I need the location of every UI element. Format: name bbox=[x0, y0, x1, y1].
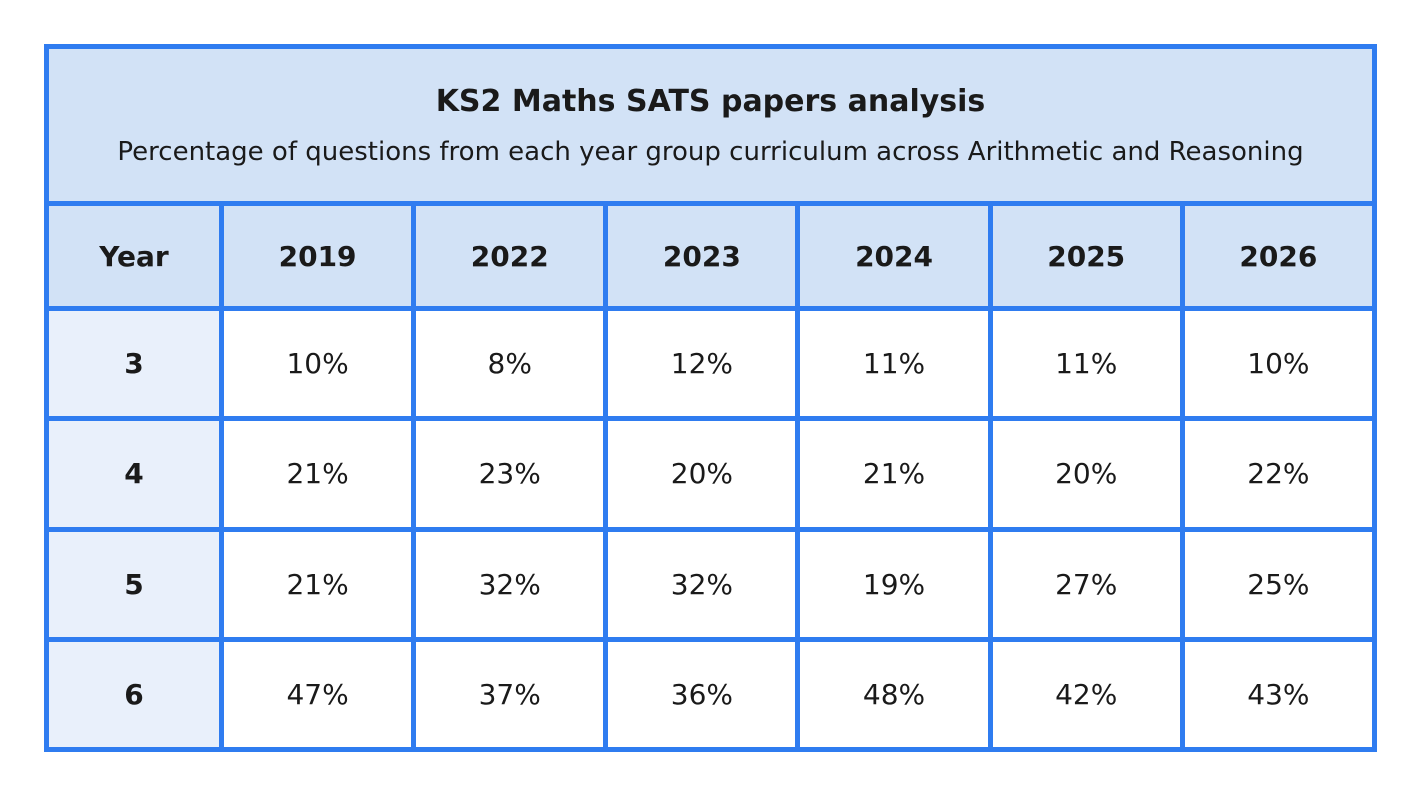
table-row: 4 21% 23% 20% 21% 20% 22% bbox=[44, 416, 1378, 532]
column-header: 2022 bbox=[411, 201, 609, 311]
percentage-cell: 20% bbox=[987, 416, 1185, 532]
percentage-cell: 11% bbox=[987, 305, 1185, 422]
percentage-cell: 10% bbox=[218, 305, 417, 422]
sats-analysis-table: KS2 Maths SATS papers analysis Percentag… bbox=[44, 44, 1378, 753]
table-row: 5 21% 32% 32% 19% 27% 25% bbox=[44, 526, 1378, 642]
column-header: 2026 bbox=[1179, 201, 1378, 311]
percentage-cell: 48% bbox=[795, 636, 993, 753]
year-cell: 4 bbox=[44, 416, 224, 532]
year-cell: 6 bbox=[44, 636, 224, 753]
percentage-cell: 19% bbox=[795, 526, 993, 642]
year-cell: 3 bbox=[44, 305, 224, 422]
percentage-cell: 21% bbox=[218, 416, 417, 532]
table-subtitle: Percentage of questions from each year g… bbox=[117, 136, 1304, 167]
column-header-row: Year 2019 2022 2023 2024 2025 2026 bbox=[44, 201, 1378, 311]
percentage-cell: 32% bbox=[411, 526, 609, 642]
column-header: 2024 bbox=[795, 201, 993, 311]
percentage-cell: 32% bbox=[603, 526, 801, 642]
column-header: 2025 bbox=[987, 201, 1185, 311]
percentage-cell: 8% bbox=[411, 305, 609, 422]
year-cell: 5 bbox=[44, 526, 224, 642]
percentage-cell: 20% bbox=[603, 416, 801, 532]
column-header-year: Year bbox=[44, 201, 224, 311]
percentage-cell: 11% bbox=[795, 305, 993, 422]
percentage-cell: 23% bbox=[411, 416, 609, 532]
percentage-cell: 36% bbox=[603, 636, 801, 753]
percentage-cell: 22% bbox=[1179, 416, 1378, 532]
percentage-cell: 10% bbox=[1179, 305, 1378, 422]
percentage-cell: 25% bbox=[1179, 526, 1378, 642]
table-title: KS2 Maths SATS papers analysis bbox=[435, 83, 986, 119]
percentage-cell: 27% bbox=[987, 526, 1185, 642]
percentage-cell: 37% bbox=[411, 636, 609, 753]
column-header: 2019 bbox=[218, 201, 417, 311]
percentage-cell: 42% bbox=[987, 636, 1185, 753]
column-header: 2023 bbox=[603, 201, 801, 311]
percentage-cell: 21% bbox=[218, 526, 417, 642]
percentage-cell: 12% bbox=[603, 305, 801, 422]
percentage-cell: 47% bbox=[218, 636, 417, 753]
table-row: 6 47% 37% 36% 48% 42% 43% bbox=[44, 636, 1378, 753]
percentage-cell: 43% bbox=[1179, 636, 1378, 753]
percentage-cell: 21% bbox=[795, 416, 993, 532]
table-title-block: KS2 Maths SATS papers analysis Percentag… bbox=[44, 44, 1377, 206]
table-row: 3 10% 8% 12% 11% 11% 10% bbox=[44, 305, 1378, 422]
